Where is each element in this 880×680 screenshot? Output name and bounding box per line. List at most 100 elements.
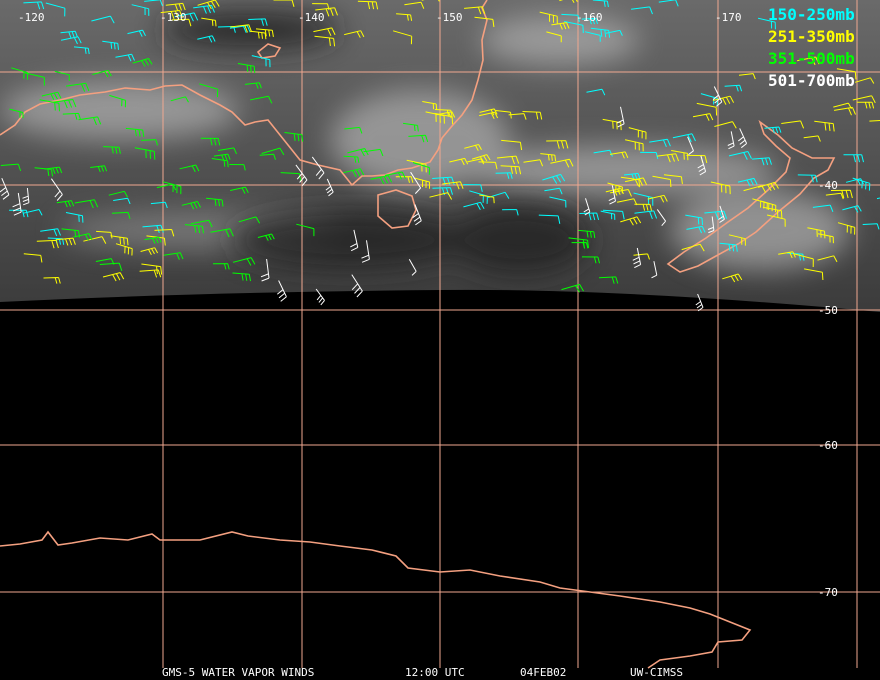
wind-barb (633, 253, 650, 260)
wind-barb (54, 70, 70, 81)
wind-barb (412, 204, 422, 226)
wind-barb (261, 147, 285, 156)
wind-barb (142, 224, 164, 233)
wind-barb (496, 155, 520, 165)
wind-barb (36, 239, 59, 249)
wind-barb (384, 171, 406, 180)
wind-barb (672, 133, 696, 143)
wind-barb (232, 257, 256, 266)
wind-barb (546, 140, 569, 149)
wind-barb (836, 68, 857, 80)
wind-barb (762, 206, 783, 219)
wind-barb (634, 203, 652, 211)
wind-barb (132, 58, 153, 67)
wind-barb (146, 235, 166, 246)
wind-barb (370, 175, 393, 185)
wind-barb (631, 6, 653, 15)
coastline (377, 189, 417, 229)
wind-barb (593, 149, 613, 157)
wind-barb (432, 176, 455, 186)
wind-barb (257, 233, 275, 241)
wind-barb (830, 189, 853, 199)
wind-barb (213, 153, 231, 161)
wind-barb (260, 258, 270, 282)
wind-barb (695, 293, 704, 312)
wind-barb (347, 148, 369, 157)
wind-barb (96, 230, 113, 239)
wind-barb (410, 171, 422, 194)
wind-barb (544, 187, 563, 195)
legend-entry: 351-500mb (768, 49, 855, 68)
wind-barb (854, 77, 875, 84)
wind-barb (12, 192, 22, 216)
wind-barb (752, 157, 772, 166)
wind-barb (523, 159, 544, 167)
wind-barb (90, 165, 108, 173)
wind-barb (190, 219, 213, 228)
wind-barb (692, 113, 714, 121)
wind-barb (752, 198, 768, 210)
wind-barb (743, 185, 767, 193)
wind-barb (479, 194, 495, 204)
wind-barb (671, 150, 689, 161)
footer-time: 12:00 UTC (405, 666, 465, 679)
wind-barb (464, 6, 486, 15)
wind-barb (199, 83, 219, 98)
wind-barb (131, 4, 150, 16)
wind-barb (681, 243, 705, 252)
wind-barb (237, 63, 256, 74)
wind-barb (78, 116, 102, 126)
wind-barb (238, 216, 261, 224)
wind-barb (623, 172, 641, 180)
wind-barb (61, 228, 80, 238)
wind-barb (412, 162, 431, 175)
wind-barb (616, 106, 625, 128)
wind-barb (139, 269, 162, 278)
wind-barb (599, 276, 619, 284)
wind-barb (92, 69, 112, 78)
wind-barb (47, 237, 65, 245)
wind-barb (766, 214, 786, 227)
wind-barb (156, 183, 177, 191)
wind-barb (432, 187, 453, 196)
wind-barb (549, 196, 567, 208)
footer-date: 04FEB02 (520, 666, 566, 679)
wind-barb (797, 174, 818, 183)
wind-barb (728, 234, 746, 246)
wind-barb (652, 175, 672, 188)
wind-barb (53, 99, 77, 109)
wind-barb (218, 147, 237, 155)
wind-barb (471, 154, 491, 163)
wind-barb (65, 212, 84, 223)
wind-barb (174, 12, 199, 22)
wind-barb (578, 229, 596, 239)
wind-barb (74, 199, 99, 209)
wind-barb (163, 252, 184, 260)
wind-barb (344, 30, 365, 38)
wind-barb (501, 139, 523, 151)
wind-barb (602, 209, 625, 220)
wind-barb (150, 201, 168, 209)
wind-barb (134, 147, 156, 160)
wind-barb (83, 236, 107, 244)
latitude-label: -50 (818, 304, 838, 317)
wind-barb (561, 13, 580, 22)
latitude-label: -60 (818, 439, 838, 452)
wind-barb (633, 192, 654, 206)
wind-barb (211, 158, 229, 168)
wind-barb (9, 209, 29, 218)
wind-barb (657, 153, 680, 163)
wind-barb (408, 134, 429, 143)
wind-barb (421, 0, 440, 2)
wind-barb (845, 178, 864, 186)
wind-barb (502, 209, 519, 216)
longitude-label: -170 (715, 11, 742, 24)
wind-barb (22, 187, 30, 206)
wind-barb (856, 101, 875, 109)
wind-barb (737, 128, 748, 149)
wind-barb (495, 110, 512, 119)
wind-barb (165, 2, 186, 11)
wind-barb (542, 173, 566, 184)
wind-barb (127, 29, 146, 37)
wind-barb (685, 214, 703, 226)
